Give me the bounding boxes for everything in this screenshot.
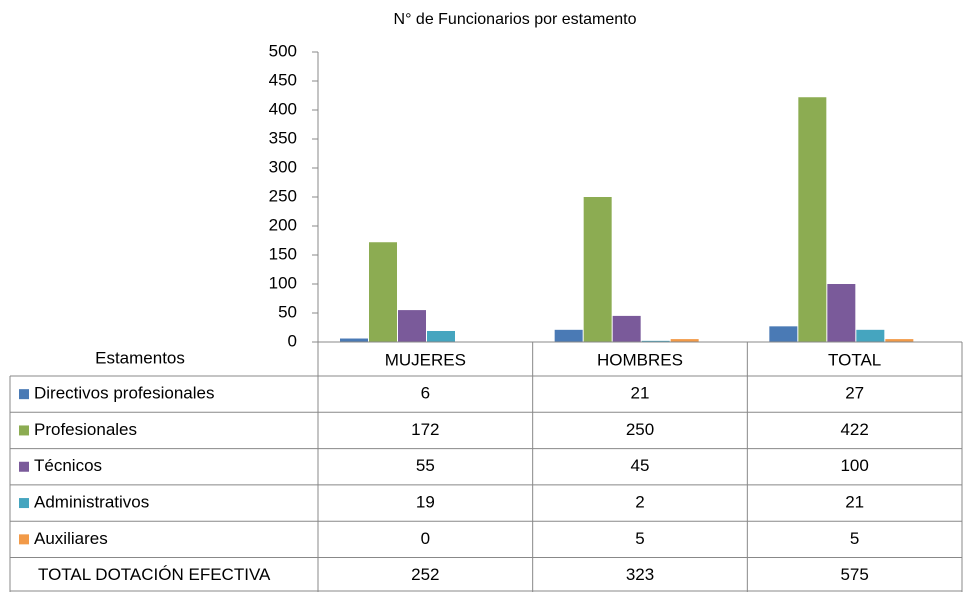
legend-label: Auxiliares <box>34 529 108 548</box>
chart-title: N° de Funcionarios por estamento <box>394 11 637 28</box>
table-value: 2 <box>635 493 644 512</box>
y-tick-label: 50 <box>278 302 297 321</box>
y-tick-label: 500 <box>269 41 297 60</box>
table-value: 172 <box>411 420 439 439</box>
y-tick-label: 400 <box>269 99 297 118</box>
y-tick-label: 450 <box>269 70 297 89</box>
table-value: 5 <box>850 529 859 548</box>
table-value: 5 <box>635 529 644 548</box>
table-value: 0 <box>421 529 430 548</box>
bar <box>612 315 641 342</box>
bar <box>827 284 856 342</box>
bar <box>798 97 827 343</box>
x-tick-label: TOTAL <box>828 350 881 369</box>
y-tick-label: 0 <box>288 331 297 350</box>
legend-label: Administrativos <box>34 493 149 512</box>
table-value: 19 <box>416 493 435 512</box>
y-tick-label: 300 <box>269 157 297 176</box>
legend-swatch <box>19 425 29 436</box>
table-value: 100 <box>840 456 868 475</box>
bar <box>398 310 426 342</box>
legend-label: Directivos profesionales <box>34 384 214 403</box>
legend-label: Profesionales <box>34 420 137 439</box>
table-value: 45 <box>631 456 650 475</box>
bar <box>670 339 699 342</box>
legend-swatch <box>19 461 29 472</box>
table-value: 422 <box>840 420 868 439</box>
y-tick-label: 350 <box>269 128 297 147</box>
bar <box>554 329 583 342</box>
x-tick-label: HOMBRES <box>597 350 683 369</box>
bar <box>885 339 914 342</box>
y-tick-label: 100 <box>269 273 297 292</box>
y-tick-label: 200 <box>269 215 297 234</box>
total-value: 575 <box>840 565 868 584</box>
bar <box>369 242 397 342</box>
table-value: 21 <box>845 493 864 512</box>
legend-swatch <box>19 498 29 509</box>
total-label: TOTAL DOTACIÓN EFECTIVA <box>38 565 271 584</box>
legend-swatch <box>19 389 29 400</box>
table-value: 250 <box>626 420 654 439</box>
bar <box>641 340 670 342</box>
bar <box>427 330 455 342</box>
table-header: Estamentos <box>95 348 185 367</box>
x-tick-label: MUJERES <box>385 350 466 369</box>
total-value: 323 <box>626 565 654 584</box>
y-tick-label: 150 <box>269 244 297 263</box>
table-value: 6 <box>421 384 430 403</box>
bar <box>340 338 368 342</box>
table-value: 27 <box>845 384 864 403</box>
y-tick-label: 250 <box>269 186 297 205</box>
bar <box>769 326 798 342</box>
legend-label: Técnicos <box>34 456 102 475</box>
table-value: 21 <box>631 384 650 403</box>
table-value: 55 <box>416 456 435 475</box>
total-value: 252 <box>411 565 439 584</box>
bar <box>583 197 612 342</box>
legend-swatch <box>19 534 29 545</box>
bar <box>856 329 885 342</box>
